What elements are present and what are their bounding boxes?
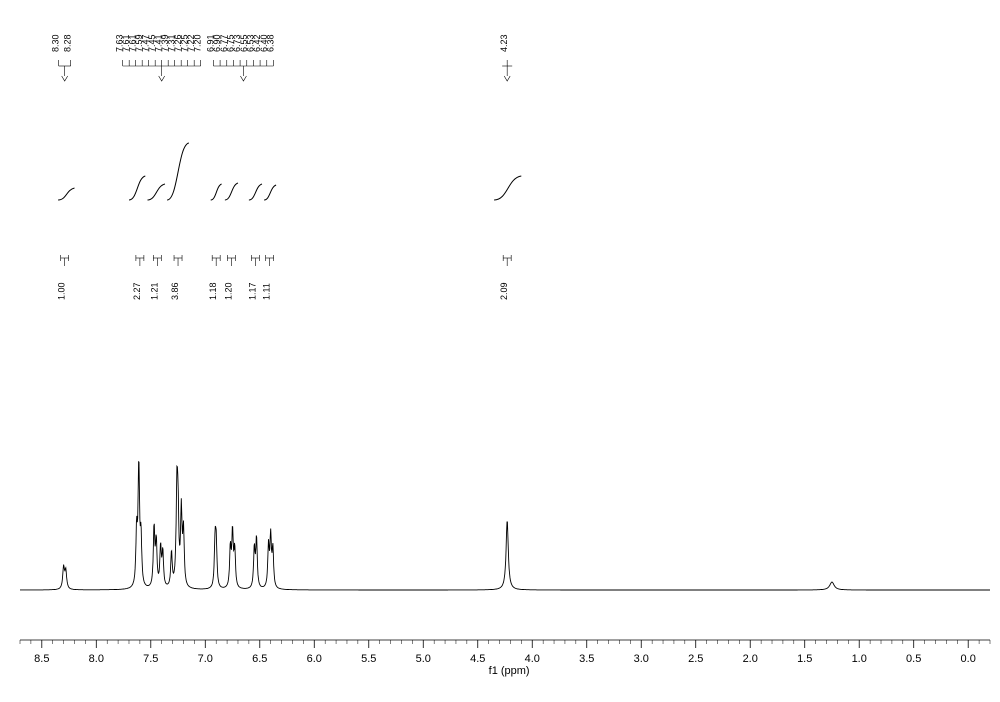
x-tick-label: 5.5 — [361, 653, 376, 665]
peak-ppm-label: 6.38 — [265, 34, 275, 52]
integral-value-label: 1.21 — [149, 282, 159, 300]
x-tick-label: 6.5 — [252, 653, 267, 665]
peak-label-v — [62, 76, 68, 81]
peak-label-v — [504, 76, 510, 81]
peak-ppm-label: 7.20 — [193, 34, 203, 52]
spectrum-trace — [20, 462, 990, 590]
integral-value-label: 2.27 — [132, 282, 142, 300]
integral-value-label: 1.20 — [223, 282, 233, 300]
integral-curve — [225, 183, 238, 200]
x-tick-label: 0.0 — [961, 653, 976, 665]
peak-ppm-label: 4.23 — [499, 34, 509, 52]
x-tick-label: 5.0 — [416, 653, 431, 665]
x-tick-label: 7.0 — [198, 653, 213, 665]
x-tick-label: 2.0 — [743, 653, 758, 665]
x-tick-label: 8.5 — [34, 653, 49, 665]
integral-curve — [264, 185, 276, 200]
x-tick-label: 6.0 — [307, 653, 322, 665]
integral-value-label: 1.17 — [247, 282, 257, 300]
nmr-spectrum-chart: 8.5 8.0 7.5 7.0 6.5 6.0 5.5 5.0 4.5 4.0 3.5 3.0 2.5 2… — [0, 0, 1000, 702]
x-tick-label: 4.0 — [525, 653, 540, 665]
integral-value-label: 1.00 — [57, 282, 67, 300]
peak-ppm-label: 8.28 — [63, 34, 73, 52]
integral-curve — [129, 176, 145, 200]
spectrum-svg: 8.5 8.0 7.5 7.0 6.5 6.0 5.5 5.0 4.5 4.0 3.5 3.0 2.5 2… — [0, 0, 1000, 702]
x-tick-label: 8.0 — [89, 653, 104, 665]
x-tick-label: 1.5 — [797, 653, 812, 665]
peak-label-v — [159, 76, 165, 81]
integral-curve — [211, 184, 222, 200]
integral-value-label: 2.09 — [499, 282, 509, 300]
integral-value-label: 1.18 — [208, 282, 218, 300]
x-tick-label: 3.0 — [634, 653, 649, 665]
integral-curve — [249, 184, 262, 200]
x-tick-label: 3.5 — [579, 653, 594, 665]
integral-value-label: 3.86 — [170, 282, 180, 300]
peak-ppm-label: 8.30 — [51, 34, 61, 52]
x-tick-label: 0.5 — [906, 653, 921, 665]
integral-curve — [148, 184, 166, 200]
x-tick-label: 2.5 — [688, 653, 703, 665]
integral-value-label: 1.11 — [262, 283, 272, 300]
integral-curve — [58, 188, 74, 200]
x-tick-label: 4.5 — [470, 653, 485, 665]
x-tick-label: 1.0 — [852, 653, 867, 665]
x-tick-label: 7.5 — [143, 653, 158, 665]
integral-curve — [167, 143, 189, 200]
x-axis-title: f1 (ppm) — [489, 665, 530, 677]
peak-label-v — [240, 76, 246, 81]
integral-curve — [494, 176, 521, 200]
